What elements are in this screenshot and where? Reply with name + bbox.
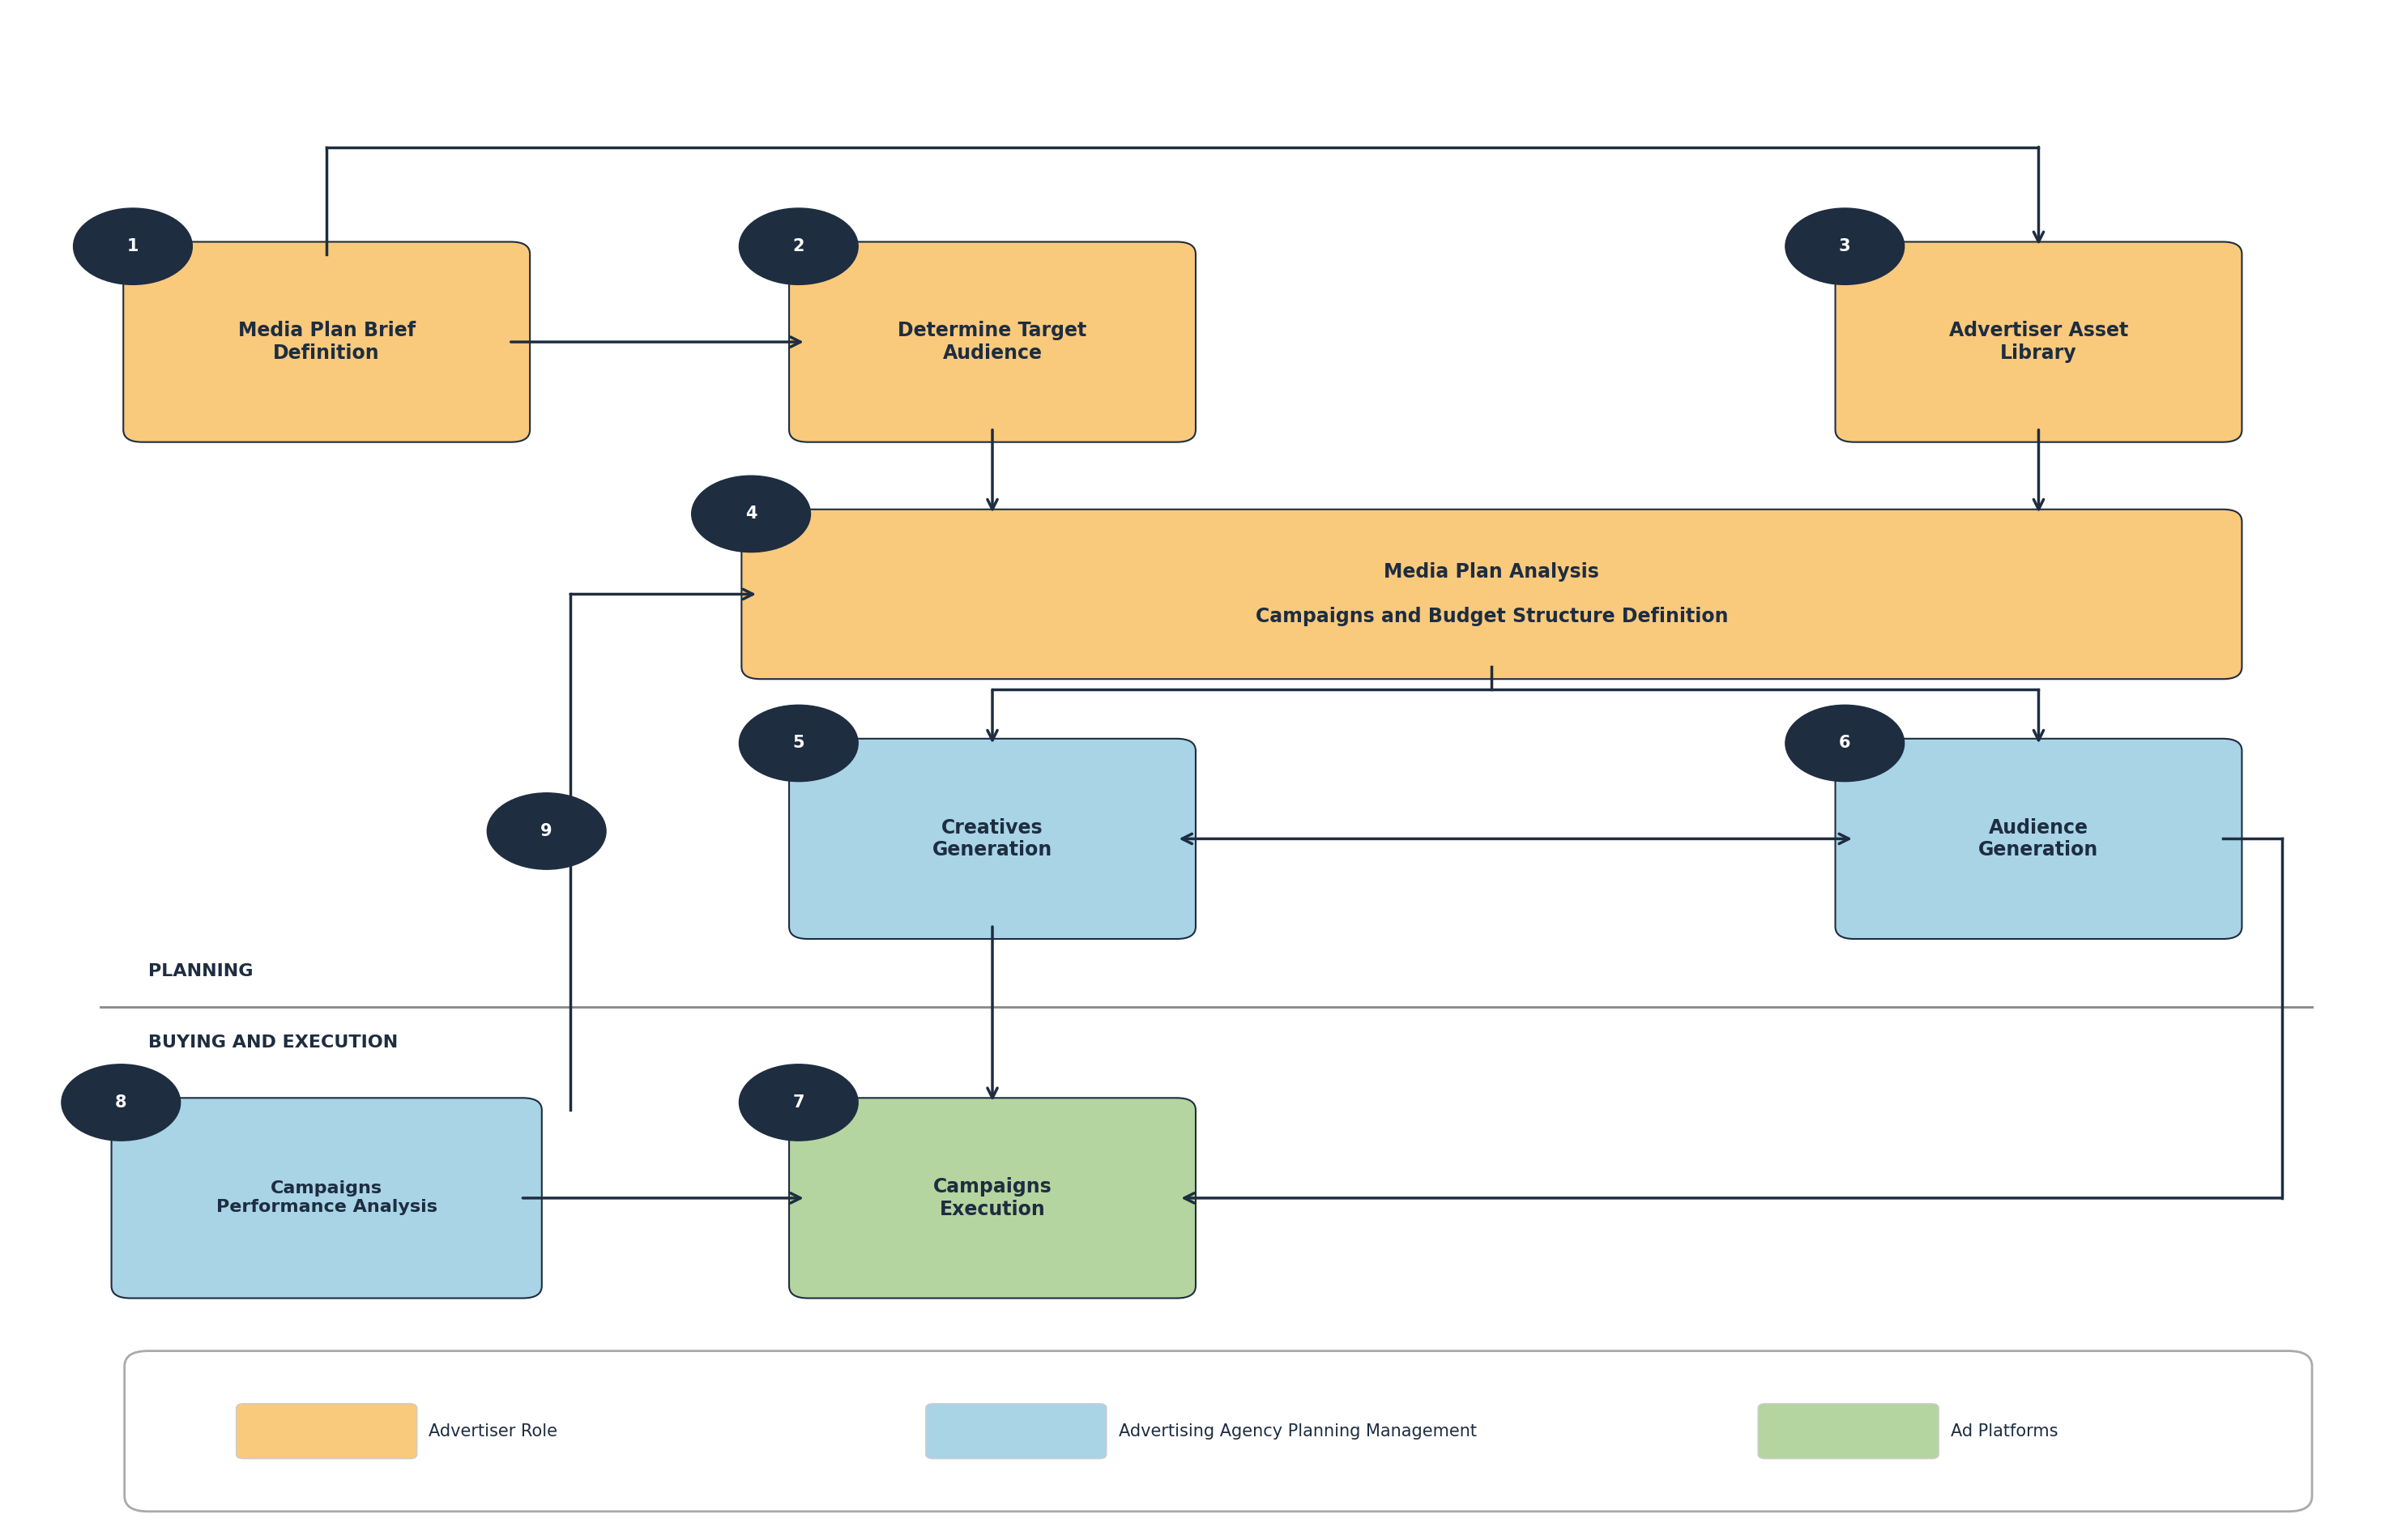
Text: 2: 2 <box>793 239 805 254</box>
Text: Ad Platforms: Ad Platforms <box>1952 1423 2057 1440</box>
Circle shape <box>690 476 810 553</box>
Text: Campaigns
Performance Analysis: Campaigns Performance Analysis <box>215 1181 437 1215</box>
Text: Media Plan Brief
Definition: Media Plan Brief Definition <box>239 320 416 363</box>
Text: Determine Target
Audience: Determine Target Audience <box>898 320 1087 363</box>
Text: Advertising Agency Planning Management: Advertising Agency Planning Management <box>1118 1423 1476 1440</box>
FancyBboxPatch shape <box>112 1098 542 1298</box>
Text: Advertiser Role: Advertiser Role <box>430 1423 557 1440</box>
Text: BUYING AND EXECUTION: BUYING AND EXECUTION <box>148 1035 399 1050</box>
Circle shape <box>738 208 858 285</box>
Text: 7: 7 <box>793 1095 805 1110</box>
FancyBboxPatch shape <box>124 1351 2313 1511</box>
Text: 9: 9 <box>540 822 552 839</box>
Text: Campaigns
Execution: Campaigns Execution <box>934 1177 1051 1220</box>
Circle shape <box>738 1064 858 1141</box>
Text: 3: 3 <box>1840 239 1851 254</box>
Circle shape <box>62 1064 182 1141</box>
Text: 4: 4 <box>745 505 757 522</box>
FancyBboxPatch shape <box>1835 242 2241 442</box>
Circle shape <box>738 705 858 781</box>
Text: 5: 5 <box>793 735 805 752</box>
Text: 1: 1 <box>127 239 139 254</box>
FancyBboxPatch shape <box>741 510 2241 679</box>
Circle shape <box>1785 705 1904 781</box>
FancyBboxPatch shape <box>1835 739 2241 939</box>
Text: Audience
Generation: Audience Generation <box>1978 818 2098 859</box>
FancyBboxPatch shape <box>237 1403 418 1458</box>
Text: PLANNING: PLANNING <box>148 962 253 979</box>
Text: 6: 6 <box>1840 735 1851 752</box>
FancyBboxPatch shape <box>927 1403 1106 1458</box>
Text: Creatives
Generation: Creatives Generation <box>932 818 1054 859</box>
FancyBboxPatch shape <box>788 242 1194 442</box>
Text: Advertiser Asset
Library: Advertiser Asset Library <box>1949 320 2129 363</box>
Circle shape <box>487 793 607 870</box>
FancyBboxPatch shape <box>1758 1403 1940 1458</box>
FancyBboxPatch shape <box>788 1098 1194 1298</box>
Text: 8: 8 <box>115 1095 127 1110</box>
Circle shape <box>74 208 191 285</box>
Circle shape <box>1785 208 1904 285</box>
FancyBboxPatch shape <box>788 739 1194 939</box>
FancyBboxPatch shape <box>124 242 530 442</box>
Text: Media Plan Analysis

Campaigns and Budget Structure Definition: Media Plan Analysis Campaigns and Budget… <box>1254 562 1727 627</box>
